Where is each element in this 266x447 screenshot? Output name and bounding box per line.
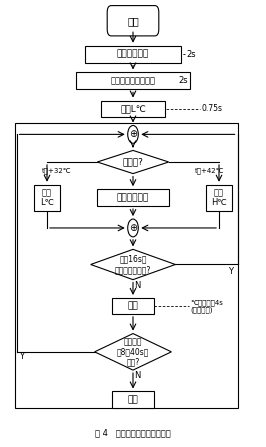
Text: Y: Y — [19, 352, 24, 361]
Text: 2s: 2s — [178, 76, 188, 85]
Bar — [15, 123, 238, 409]
Bar — [34, 185, 60, 211]
Bar — [112, 392, 154, 408]
Text: ⊕: ⊕ — [129, 129, 137, 139]
Circle shape — [128, 219, 138, 237]
Text: Y: Y — [228, 267, 233, 276]
Text: 2s: 2s — [186, 50, 196, 59]
Text: 报警: 报警 — [128, 301, 138, 310]
Text: 通电: 通电 — [127, 16, 139, 26]
Text: 断电: 断电 — [128, 395, 138, 404]
Circle shape — [128, 126, 138, 143]
Text: N: N — [134, 281, 141, 291]
Text: ⊕: ⊕ — [129, 223, 137, 233]
Bar — [97, 189, 169, 206]
Text: 显示
H℃: 显示 H℃ — [211, 188, 227, 207]
Bar — [85, 46, 181, 63]
Text: 温度是否
在8分40s内
升高?: 温度是否 在8分40s内 升高? — [117, 337, 149, 367]
Bar — [76, 72, 190, 89]
FancyBboxPatch shape — [107, 6, 159, 36]
Bar — [206, 185, 232, 211]
Text: ℃停止闪烁4s: ℃停止闪烁4s — [190, 299, 223, 306]
Text: N: N — [134, 371, 141, 380]
Text: 测量否?: 测量否? — [123, 157, 143, 166]
Text: (不能测量): (不能测量) — [190, 306, 212, 313]
Text: 显示最高温度: 显示最高温度 — [117, 193, 149, 202]
Text: 图 4   数字体温计的工作流程图: 图 4 数字体温计的工作流程图 — [95, 428, 171, 438]
Bar — [101, 101, 165, 117]
Text: 显示最后一次测量值: 显示最后一次测量值 — [110, 76, 156, 85]
Text: t＜+32℃: t＜+32℃ — [41, 168, 71, 174]
Text: 超过16s后
显示值是否改变?: 超过16s后 显示值是否改变? — [115, 255, 151, 274]
Text: 0.75s: 0.75s — [202, 104, 223, 113]
Text: 显示
L℃: 显示 L℃ — [40, 188, 54, 207]
Polygon shape — [97, 151, 169, 173]
Polygon shape — [91, 249, 175, 280]
Bar — [112, 298, 154, 314]
Text: 显示全部笔段: 显示全部笔段 — [117, 50, 149, 59]
Text: t＞+42℃: t＞+42℃ — [195, 168, 225, 174]
Polygon shape — [95, 333, 171, 370]
Text: 显示L℃: 显示L℃ — [120, 104, 146, 113]
